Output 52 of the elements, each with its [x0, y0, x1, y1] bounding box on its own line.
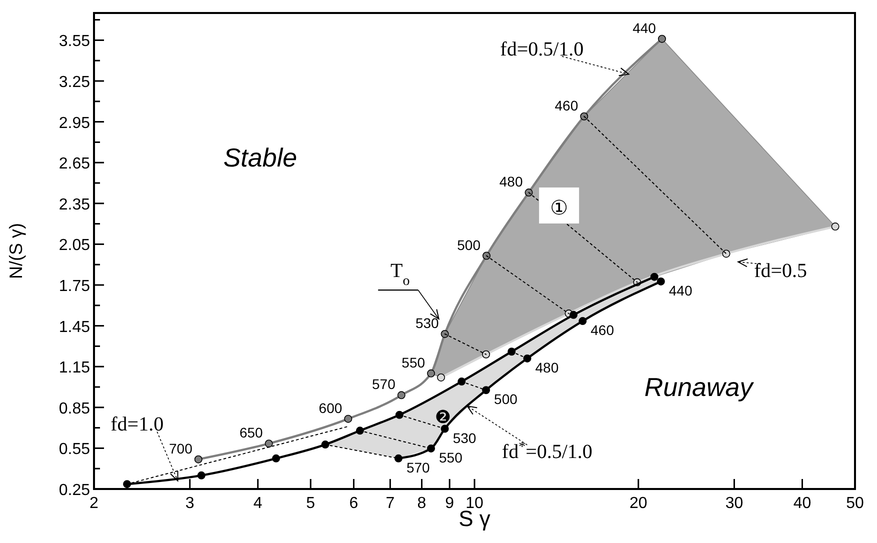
annotation: 570 [406, 459, 430, 476]
annotation: fd=0.5 [754, 260, 808, 282]
annotation: 460 [590, 322, 614, 338]
annotation: 570 [372, 376, 396, 392]
annotation: fd$^{*}$=0.5/1.0 [502, 439, 592, 463]
y-tick-label: 2.95 [58, 114, 90, 132]
y-tick-label: 1.75 [58, 278, 90, 295]
y-tick-label: 2.05 [58, 237, 90, 254]
x-tick-label: 9 [445, 495, 454, 512]
y-axis-title: N/(S γ) [6, 223, 26, 279]
annotation: Runaway [644, 372, 755, 402]
x-tick-label: 6 [349, 495, 358, 512]
x-tick-label: 8 [417, 495, 426, 512]
annotation: ① [550, 195, 568, 220]
x-tick-label: 2 [90, 495, 99, 512]
x-tick-label: 10 [466, 495, 484, 512]
annotation: T$_{o}$ [390, 260, 410, 289]
annotation: 600 [318, 400, 342, 416]
x-tick-label: 4 [253, 495, 262, 512]
annotation: 650 [239, 424, 264, 441]
y-tick-label: 1.45 [58, 318, 90, 336]
y-tick-label: 3.55 [58, 33, 90, 50]
annotation: 700 [169, 440, 193, 456]
annotation: 500 [457, 236, 481, 253]
annotation: 460 [554, 97, 578, 114]
annotation: 440 [668, 282, 692, 298]
annotation: 440 [632, 20, 656, 36]
annotation: 550 [402, 354, 426, 370]
annotation: 530 [415, 314, 440, 331]
annotation: 500 [494, 391, 518, 408]
x-tick-label: 3 [185, 495, 194, 512]
annotation: Stable [223, 142, 298, 172]
x-tick-label: 5 [306, 495, 316, 512]
y-tick-label: 2.35 [58, 196, 90, 214]
annotation: 550 [439, 449, 463, 466]
annotation: 480 [499, 174, 523, 190]
y-tick-label: 0.25 [58, 482, 90, 499]
annotation: ❷ [434, 407, 451, 428]
x-tick-label: 7 [386, 495, 395, 512]
y-tick-label: 1.15 [58, 360, 90, 377]
annotation: 530 [452, 430, 476, 446]
y-tick-label: 0.85 [58, 400, 90, 418]
annotation: fd=1.0 [110, 414, 164, 436]
x-tick-label: 50 [846, 495, 864, 512]
x-tick-label: 30 [725, 495, 744, 512]
y-tick-label: 0.55 [58, 441, 90, 458]
y-tick-label: 2.65 [58, 156, 90, 173]
x-tick-label: 40 [793, 495, 812, 512]
annotation: 480 [535, 359, 559, 376]
x-tick-label: 20 [629, 495, 648, 512]
annotation: fd=0.5/1.0 [500, 38, 584, 60]
y-tick-label: 3.25 [58, 74, 90, 91]
